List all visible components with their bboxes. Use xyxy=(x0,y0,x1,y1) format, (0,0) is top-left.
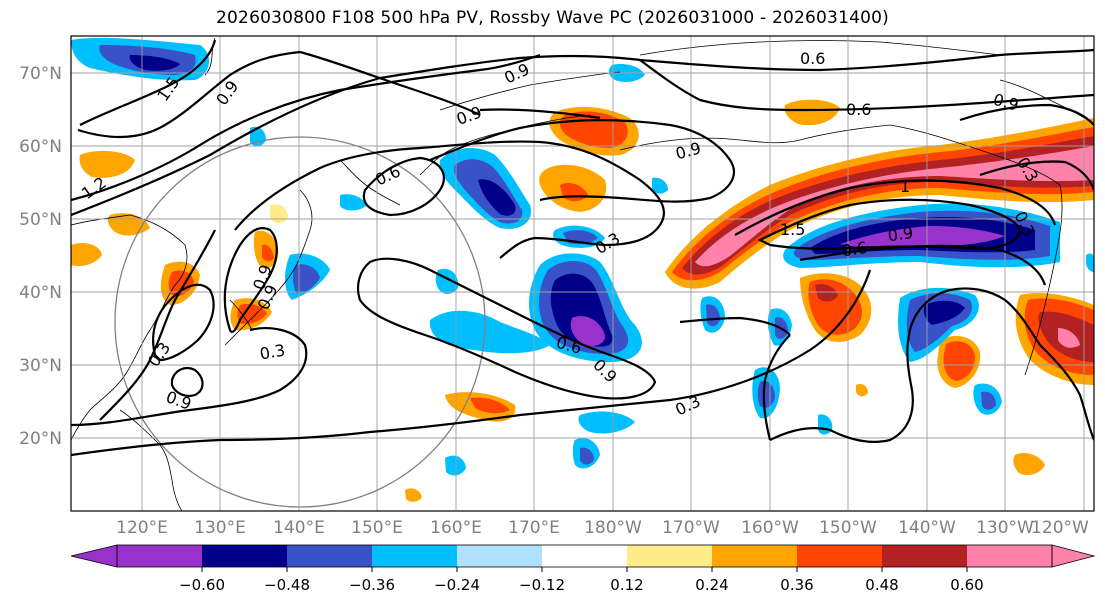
colorbar-tick-label: 0.48 xyxy=(865,576,898,594)
colorbar-tick-label: 0.36 xyxy=(780,576,813,594)
colorbar-tick-label: 0.24 xyxy=(695,576,728,594)
colorbar-segment xyxy=(202,545,287,567)
colorbar-segment xyxy=(712,545,797,567)
lon-label: 130°W xyxy=(976,518,1034,538)
colorbar-tick-label: 0.60 xyxy=(950,576,983,594)
colorbar-tick-label: −0.48 xyxy=(264,576,310,594)
lon-label: 170°E xyxy=(508,518,560,538)
lat-label: 70°N xyxy=(19,64,62,84)
plot-frame xyxy=(70,35,1095,512)
contour-label: 1.5 xyxy=(780,220,805,239)
lon-label: 160°E xyxy=(430,518,482,538)
lat-label: 20°N xyxy=(19,429,62,449)
lon-label: 160°W xyxy=(741,518,799,538)
lon-label: 180°W xyxy=(584,518,642,538)
colorbar-segment xyxy=(542,545,627,567)
lat-label: 40°N xyxy=(19,283,62,303)
contour-label: 0.6 xyxy=(846,100,871,119)
colorbar-segment xyxy=(797,545,882,567)
longitude-labels: 120°E 130°E 140°E 150°E 160°E 170°E 180°… xyxy=(116,518,1089,538)
lon-label: 150°E xyxy=(351,518,403,538)
colorbar-max-extend xyxy=(1051,544,1096,568)
lat-label: 30°N xyxy=(19,356,62,376)
colorbar-segment xyxy=(372,545,457,567)
colorbar-segment xyxy=(287,545,372,567)
colorbar-segment xyxy=(882,545,967,567)
lon-label: 170°W xyxy=(662,518,720,538)
contour-label: 0.6 xyxy=(800,49,825,68)
colorbar-min-extend xyxy=(70,544,118,568)
lon-label: 140°W xyxy=(898,518,956,538)
colorbar-segment xyxy=(457,545,542,567)
lat-label: 60°N xyxy=(19,137,62,157)
lon-label: 150°W xyxy=(819,518,877,538)
latitude-labels: 70°N 60°N 50°N 40°N 30°N 20°N xyxy=(19,64,62,449)
lon-label: 120°E xyxy=(116,518,168,538)
contour-label: 0.6 xyxy=(841,238,869,260)
lat-label: 50°N xyxy=(19,210,62,230)
map-title: 2026030800 F108 500 hPa PV, Rossby Wave … xyxy=(216,8,889,28)
colorbar-tick-label: −0.12 xyxy=(519,576,565,594)
reference-circle xyxy=(114,136,486,508)
colorbar-segment xyxy=(967,545,1052,567)
contour-label: 1 xyxy=(900,177,910,196)
colorbar: −0.60 −0.48 −0.36 −0.24 −0.12 0.12 0.24 … xyxy=(70,544,1096,594)
colorbar-tick-label: −0.60 xyxy=(179,576,225,594)
contour-label: 0.9 xyxy=(887,223,915,245)
colorbar-tick-label: 0.12 xyxy=(610,576,643,594)
colorbar-tick-label: −0.24 xyxy=(434,576,480,594)
colorbar-tick-label: −0.36 xyxy=(349,576,395,594)
lon-label: 140°E xyxy=(273,518,325,538)
colorbar-segment xyxy=(117,545,202,567)
pv-contours xyxy=(71,39,1094,457)
contour-label: 0.3 xyxy=(258,340,286,363)
lon-label: 130°E xyxy=(194,518,246,538)
colorbar-segment xyxy=(627,545,712,567)
lon-label: 120°W xyxy=(1031,518,1089,538)
